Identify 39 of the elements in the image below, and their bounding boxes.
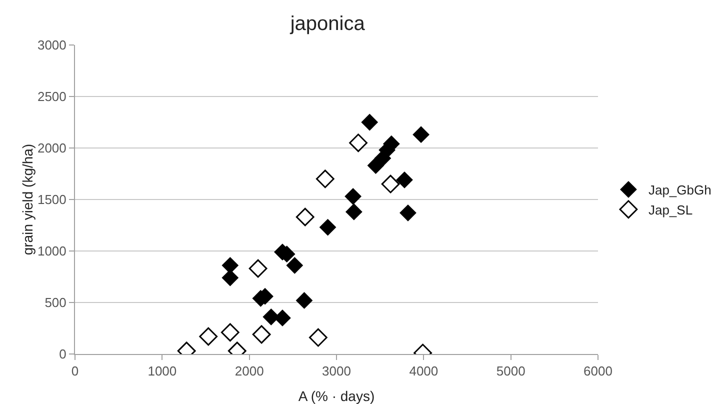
point	[316, 170, 334, 188]
point	[309, 328, 328, 347]
point	[248, 259, 268, 278]
point	[199, 327, 218, 346]
point	[286, 256, 304, 274]
y-tick-label: 0	[59, 346, 66, 362]
y-tick-label: 1500	[37, 192, 66, 208]
point	[361, 114, 378, 131]
y-axis-title: grain yield (kg/ha)	[19, 144, 36, 256]
chart-title: japonica	[289, 13, 366, 36]
x-tick-label: 5000	[496, 364, 526, 379]
x-tick-label: 2000	[234, 364, 264, 379]
point	[296, 208, 314, 226]
x-axis-title: A (% · days)	[298, 388, 375, 404]
point	[381, 174, 400, 194]
y-tick-label: 500	[44, 295, 66, 310]
x-tick-label: 4000	[409, 364, 438, 379]
y-tick-label: 2500	[37, 89, 66, 104]
point	[396, 171, 413, 188]
x-tick-label: 3000	[322, 364, 351, 379]
y-tick-label: 2000	[37, 140, 66, 156]
y-tick-label: 3000	[37, 38, 66, 53]
point	[319, 218, 336, 236]
x-tick-label: 1000	[148, 364, 177, 379]
point	[274, 310, 291, 326]
point	[296, 292, 313, 309]
legend-label: Jap_GbGh	[648, 182, 712, 198]
point	[412, 126, 430, 144]
legend-label: Jap_SL	[648, 202, 693, 218]
x-tick-label: 6000	[584, 364, 612, 379]
point	[252, 325, 271, 344]
point	[344, 188, 362, 205]
x-tick-label: 0	[71, 364, 79, 379]
point	[345, 203, 362, 220]
point	[400, 204, 416, 222]
y-tick-label: 1000	[37, 244, 66, 259]
point	[222, 256, 239, 274]
point	[220, 323, 240, 342]
point	[349, 134, 368, 152]
